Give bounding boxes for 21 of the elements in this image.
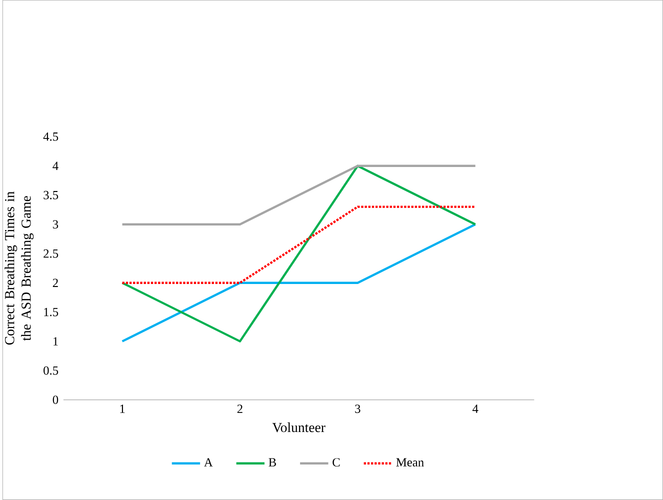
y-tick-label: 0 <box>52 396 58 404</box>
x-axis-title: Volunteer <box>272 422 326 432</box>
y-tick-label: 3.5 <box>44 190 58 200</box>
x-tick-label: 1 <box>120 404 125 413</box>
y-tick-label: 4.5 <box>43 132 58 141</box>
y-tick-label: 2.5 <box>44 249 58 258</box>
legend-label: Mean <box>396 458 424 467</box>
x-tick-label: 2 <box>237 404 242 413</box>
x-tick-label: 4 <box>472 404 478 413</box>
legend-label: B <box>268 458 276 466</box>
line-series <box>121 164 476 342</box>
legend-label: C <box>332 458 340 467</box>
y-tick-label: 3 <box>52 220 58 229</box>
x-tick-label: 3 <box>355 404 360 414</box>
legend-label: A <box>204 458 213 466</box>
y-tick-label: 0.5 <box>44 366 58 375</box>
y-tick-label: 1 <box>53 337 58 346</box>
y-tick-label: 2 <box>52 278 58 287</box>
y-axis-title: Correct Breathing Times in the ASD Breathing Game <box>4 191 34 345</box>
y-tick-label: 1.5 <box>44 308 58 316</box>
y-tick-label: 4 <box>52 162 58 170</box>
